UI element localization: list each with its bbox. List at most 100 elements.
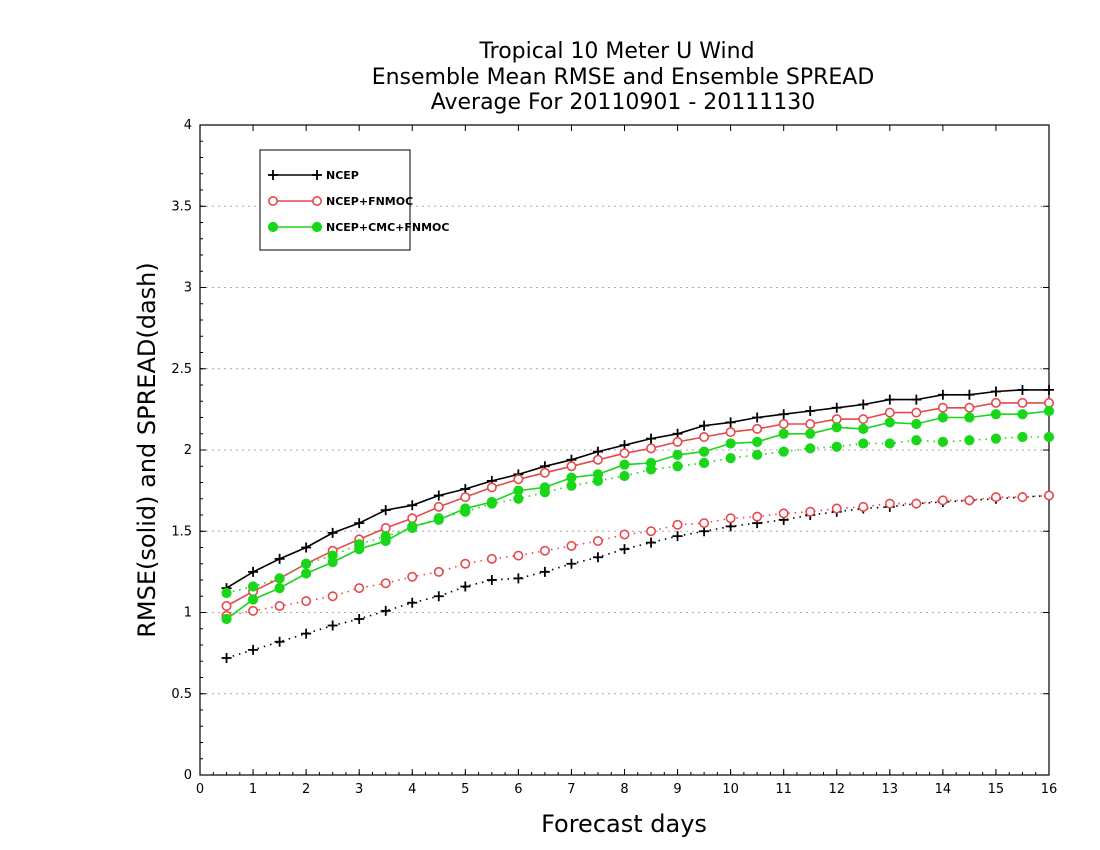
- x-tick-label: 12: [828, 782, 845, 797]
- y-tick-label: 1.5: [171, 524, 192, 539]
- ncep-rmse-point: [1044, 384, 1054, 395]
- ncep-fnmoc-spread-point: [407, 571, 418, 582]
- ncep-fnmoc-rmse-point: [990, 397, 1001, 408]
- ncep-cmc-fnmoc-rmse-point: [513, 485, 524, 496]
- ncep-spread-point: [221, 653, 232, 663]
- ncep-spread-point: [513, 573, 524, 584]
- ncep-cmc-fnmoc-spread-point: [301, 558, 312, 569]
- ncep-rmse-point: [354, 518, 365, 529]
- ncep-cmc-fnmoc-spread-point: [752, 449, 763, 460]
- ncep-spread-point: [327, 620, 338, 631]
- ncep-rmse-point: [884, 394, 895, 405]
- x-tick-label: 6: [514, 782, 522, 797]
- ncep-fnmoc-spread-line: [226, 494, 1050, 617]
- ncep-cmc-fnmoc-rmse-point: [752, 436, 763, 447]
- ncep-cmc-fnmoc-rmse-point: [884, 417, 895, 428]
- ncep-cmc-fnmoc-spread-line: [226, 436, 1049, 594]
- ncep-spread-point: [274, 636, 285, 647]
- x-tick-label: 14: [935, 782, 952, 797]
- ncep-cmc-fnmoc-rmse-point: [247, 594, 259, 605]
- ncep-spread-point: [460, 581, 471, 592]
- ncep-spread-point: [248, 644, 259, 655]
- ncep-cmc-fnmoc-rmse-point: [725, 438, 736, 449]
- ncep-fnmoc-spread-point: [539, 545, 550, 556]
- ncep-fnmoc-rmse-point: [513, 474, 524, 485]
- y-tick-label: 4: [184, 118, 192, 133]
- ncep-fnmoc-rmse-line: [226, 402, 1049, 607]
- y-axis-label: RMSE(solid) and SPREAD(dash): [133, 262, 161, 638]
- ncep-spread-point: [433, 591, 444, 602]
- ncep-cmc-fnmoc-spread-point: [1017, 431, 1028, 443]
- x-tick-label: 2: [302, 782, 310, 797]
- ncep-fnmoc-spread-point: [699, 518, 710, 529]
- x-tick-label: 9: [673, 782, 681, 797]
- ncep-fnmoc-rmse-point: [646, 443, 657, 454]
- ncep-fnmoc-spread-point: [646, 526, 657, 537]
- ncep-rmse-line: [226, 389, 1049, 589]
- ncep-rmse-point: [990, 386, 1001, 397]
- x-axis-label: Forecast days: [541, 810, 707, 838]
- ncep-cmc-fnmoc-spread-point: [990, 433, 1002, 444]
- ncep-fnmoc-spread-point: [248, 605, 259, 616]
- ncep-cmc-fnmoc-rmse-point: [645, 457, 657, 469]
- ncep-cmc-fnmoc-spread-point: [964, 435, 975, 446]
- ncep-cmc-fnmoc-rmse-point: [354, 544, 365, 555]
- ncep-spread-point: [646, 537, 657, 548]
- ncep-cmc-fnmoc-rmse-point: [911, 418, 922, 430]
- ncep-cmc-fnmoc-spread-point: [778, 446, 789, 457]
- ncep-fnmoc-spread-point: [937, 495, 948, 506]
- ncep-cmc-fnmoc-spread-point: [619, 470, 630, 482]
- ncep-fnmoc-spread-point: [778, 508, 789, 519]
- legend-label-ncep-fnmoc: NCEP+FNMOC: [326, 195, 413, 208]
- ncep-fnmoc-rmse-point: [1017, 397, 1028, 408]
- ncep-cmc-fnmoc-rmse-point: [486, 496, 497, 508]
- ncep-fnmoc-spread-point: [1044, 490, 1055, 501]
- y-tick-label: 0.5: [171, 687, 192, 702]
- chart-title-line-3: Average For 20110901 - 20111130: [431, 90, 816, 115]
- ncep-fnmoc-spread-point: [672, 519, 683, 530]
- ncep-fnmoc-spread-point: [380, 578, 391, 589]
- ncep-cmc-fnmoc-spread-point: [1043, 431, 1055, 443]
- ncep-fnmoc-spread-point: [752, 511, 763, 522]
- ncep-fnmoc-rmse-point: [619, 448, 630, 459]
- ncep-cmc-fnmoc-spread-point: [911, 435, 922, 446]
- ncep-fnmoc-rmse-point: [752, 423, 763, 434]
- ncep-cmc-fnmoc-rmse-point: [698, 446, 710, 457]
- ncep-cmc-fnmoc-rmse-point: [592, 469, 604, 480]
- ncep-rmse-point: [1017, 384, 1028, 395]
- ncep-rmse-point: [407, 500, 418, 511]
- y-axis-ticks: 0 0.5 1 1.5 2 2.5 3 3.5 4: [171, 118, 1049, 783]
- legend-marker-ncep-fnmoc: [267, 196, 278, 207]
- legend-marker-ncep-cmc-fnmoc: [311, 221, 323, 233]
- ncep-cmc-fnmoc-rmse-point: [1017, 409, 1028, 420]
- ncep-fnmoc-spread-point: [433, 566, 444, 577]
- ncep-fnmoc-spread-point: [619, 529, 630, 540]
- ncep-rmse-point: [725, 417, 736, 428]
- ncep-fnmoc-rmse-point: [672, 436, 683, 447]
- ncep-fnmoc-rmse-point: [433, 501, 444, 512]
- ncep-fnmoc-spread-point: [884, 498, 895, 509]
- y-tick-label: 0: [184, 768, 192, 783]
- ncep-fnmoc-spread-point: [274, 600, 285, 611]
- ncep-cmc-fnmoc-spread-point: [725, 453, 736, 464]
- ncep-spread-point: [672, 531, 683, 542]
- ncep-cmc-fnmoc-spread-point: [884, 438, 895, 449]
- ncep-fnmoc-spread-point: [725, 513, 736, 524]
- ncep-spread-point: [380, 605, 391, 616]
- ncep-cmc-fnmoc-rmse-point: [990, 409, 1002, 420]
- ncep-rmse-point: [937, 389, 948, 400]
- ncep-spread-point: [619, 544, 630, 555]
- ncep-fnmoc-rmse-point: [566, 461, 577, 472]
- chart-title-line-2: Ensemble Mean RMSE and Ensemble SPREAD: [372, 65, 875, 90]
- ncep-rmse-point: [646, 433, 657, 444]
- x-tick-label: 15: [988, 782, 1005, 797]
- ncep-rmse-point: [964, 389, 975, 400]
- legend-marker-ncep: [312, 170, 322, 180]
- legend-label-ncep: NCEP: [326, 169, 359, 182]
- ncep-fnmoc-spread-point: [805, 506, 816, 517]
- ncep-fnmoc-rmse-point: [380, 522, 391, 533]
- ncep-rmse-point: [327, 527, 338, 538]
- ncep-fnmoc-rmse-point: [884, 407, 895, 418]
- legend-marker-ncep-fnmoc: [311, 196, 322, 207]
